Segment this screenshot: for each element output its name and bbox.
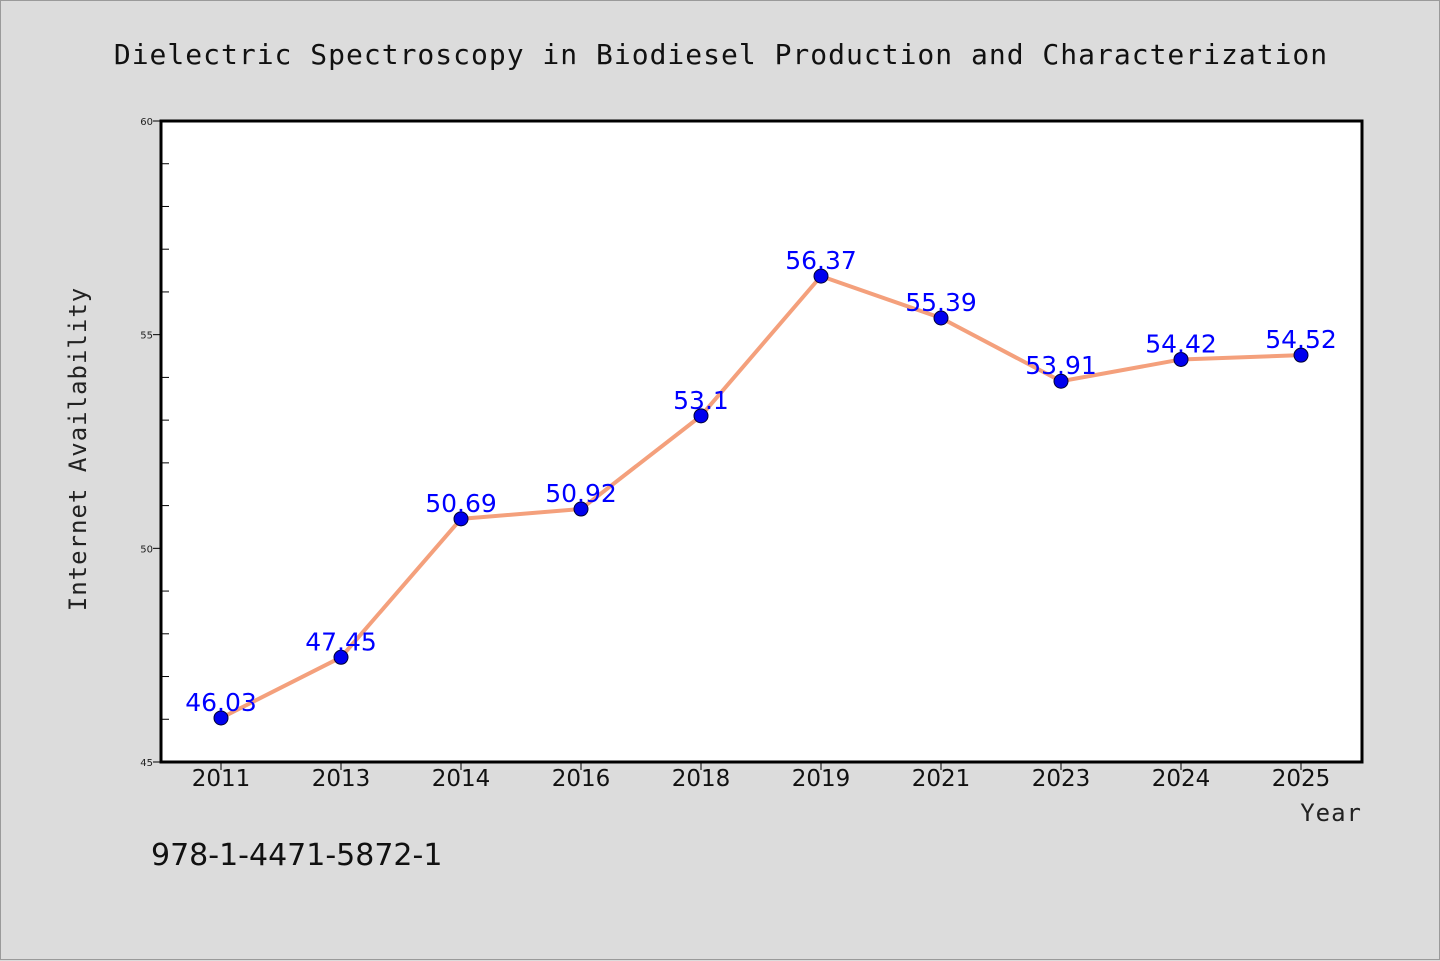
x-tick-label: 2016 [552, 766, 611, 792]
data-label: 53.1 [673, 386, 729, 415]
data-label: 55.39 [905, 288, 977, 317]
data-point-marker [813, 268, 829, 284]
x-tick-label: 2021 [912, 766, 971, 792]
x-tick-label: 2014 [432, 766, 491, 792]
x-axis: 2011 2013 2014 2016 2018 2019 2021 2023 2024 2025 [192, 762, 1331, 792]
data-label: 53.91 [1025, 351, 1097, 380]
x-tick-label: 2019 [792, 766, 851, 792]
data-label: 54.52 [1265, 325, 1337, 354]
chart-title: Dielectric Spectroscopy in Biodiesel Pro… [114, 38, 1328, 71]
y-tick-label: 55 [140, 331, 153, 342]
data-label: 50.69 [425, 489, 497, 518]
data-label: 50.92 [545, 479, 617, 508]
data-point-marker [213, 710, 229, 726]
data-point-marker [453, 511, 469, 527]
data-label: 46.03 [185, 688, 257, 717]
x-tick-label: 2025 [1272, 766, 1331, 792]
data-label: 54.42 [1145, 329, 1217, 358]
data-label: 47.45 [305, 627, 377, 656]
data-point-marker [1173, 351, 1189, 367]
x-tick-label: 2011 [192, 766, 251, 792]
data-point-marker [333, 649, 349, 665]
x-axis-label: Year [1300, 799, 1362, 827]
plot-area [159, 119, 1364, 764]
series-line [219, 274, 1303, 720]
x-tick-label: 2018 [672, 766, 731, 792]
data-point-marker [573, 501, 589, 517]
y-tick-label: 60 [140, 117, 153, 128]
y-axis: 45 50 55 60 [140, 117, 169, 769]
data-point-marker [693, 408, 709, 424]
data-point-marker [933, 310, 949, 326]
y-tick-label: 45 [140, 758, 153, 769]
series-layer: 46.03 47.45 50.69 50.92 53.1 56.37 55.39 53.91 5… [185, 246, 1337, 726]
data-point-marker [1053, 373, 1069, 389]
y-tick-label: 50 [140, 544, 153, 555]
data-point-marker [1293, 347, 1309, 363]
data-label: 56.37 [785, 246, 857, 275]
x-tick-label: 2024 [1152, 766, 1211, 792]
y-axis-label: Internet Availability [64, 287, 92, 611]
x-tick-label: 2023 [1032, 766, 1091, 792]
footnote-isbn: 978-1-4471-5872-1 [151, 838, 442, 873]
x-tick-label: 2013 [312, 766, 371, 792]
